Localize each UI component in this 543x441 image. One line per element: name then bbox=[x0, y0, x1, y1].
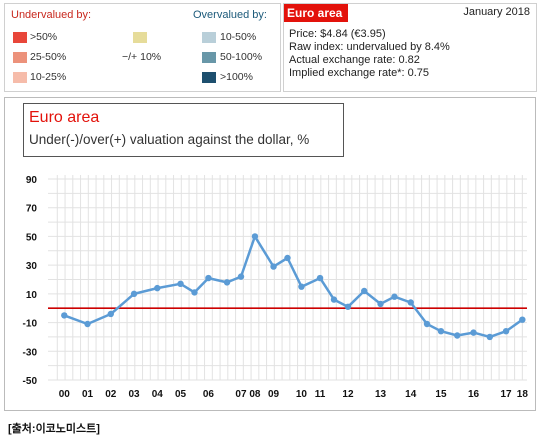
under-swatch-1 bbox=[13, 32, 27, 43]
chart-axes: -50 -30 -10 10 30 50 70 90 00 01 02 03 04 05 06 07 08 09 1… bbox=[23, 175, 529, 400]
data-point bbox=[423, 320, 431, 328]
data-point bbox=[316, 274, 324, 282]
x-tick-label: 16 bbox=[468, 389, 480, 400]
data-point bbox=[470, 329, 477, 336]
x-tick-label: 07 bbox=[235, 389, 247, 400]
under-swatch-3 bbox=[13, 72, 27, 83]
x-tick-label: 09 bbox=[268, 389, 280, 400]
data-point bbox=[407, 299, 414, 306]
data-point bbox=[361, 287, 368, 295]
over-label-3: >100% bbox=[220, 71, 253, 83]
over-swatch-3 bbox=[202, 72, 216, 83]
info-panel: Euro area January 2018 Price: $4.84 (€3.… bbox=[283, 3, 537, 92]
chart-title-box: Euro area Under(-)/over(+) valuation aga… bbox=[23, 103, 344, 157]
info-price: Price: $4.84 (€3.95) bbox=[289, 28, 386, 40]
data-point bbox=[191, 289, 198, 296]
x-tick-label: 04 bbox=[152, 389, 164, 400]
data-point bbox=[130, 290, 138, 298]
x-tick-label: 12 bbox=[342, 389, 354, 400]
data-point bbox=[377, 300, 384, 308]
y-tick-label: 30 bbox=[26, 261, 38, 272]
data-point bbox=[344, 303, 352, 310]
data-point bbox=[61, 312, 68, 319]
data-point bbox=[330, 296, 338, 303]
under-label-3: 10-25% bbox=[30, 71, 67, 83]
data-point bbox=[391, 293, 398, 300]
y-tick-label: -30 bbox=[23, 347, 38, 358]
over-label-2: 50-100% bbox=[220, 51, 263, 63]
x-tick-label: 05 bbox=[175, 389, 187, 400]
undervalued-heading: Undervalued by: bbox=[11, 9, 92, 21]
data-point bbox=[223, 279, 231, 286]
x-tick-label: 03 bbox=[128, 389, 140, 400]
chart-title: Euro area bbox=[29, 109, 100, 126]
data-point bbox=[205, 274, 212, 282]
data-point bbox=[502, 327, 510, 335]
over-swatch-1 bbox=[202, 32, 216, 43]
data-point bbox=[84, 320, 91, 328]
x-tick-label: 01 bbox=[82, 389, 94, 400]
chart-frame bbox=[4, 97, 536, 411]
data-point bbox=[251, 233, 259, 240]
info-raw-index: Raw index: undervalued by 8.4% bbox=[289, 41, 450, 53]
info-implied-rate: Implied exchange rate*: 0.75 bbox=[289, 67, 430, 79]
x-tick-label: 11 bbox=[315, 389, 326, 400]
data-point bbox=[107, 310, 114, 318]
under-swatch-2 bbox=[13, 52, 27, 63]
y-tick-label: 50 bbox=[26, 232, 38, 243]
chart-grid bbox=[48, 175, 527, 381]
y-tick-label: 10 bbox=[26, 290, 38, 301]
data-point bbox=[270, 263, 277, 270]
under-label-2: 25-50% bbox=[30, 51, 67, 63]
chart-series bbox=[61, 233, 526, 341]
source-note: [출처:이코노미스트] bbox=[8, 423, 100, 435]
data-point bbox=[177, 280, 184, 288]
x-tick-label: 13 bbox=[375, 389, 387, 400]
info-title: Euro area bbox=[284, 4, 348, 22]
overvalued-heading: Overvalued by: bbox=[193, 9, 267, 21]
y-tick-label: -10 bbox=[23, 319, 38, 330]
x-tick-label: 14 bbox=[405, 389, 417, 400]
data-point bbox=[437, 327, 445, 335]
x-tick-label: 17 bbox=[501, 389, 513, 400]
data-point bbox=[237, 273, 245, 280]
valuation-legend: Undervalued by: Overvalued by: >50% 25-5… bbox=[4, 3, 281, 92]
over-swatch-2 bbox=[202, 52, 216, 63]
x-tick-label: 08 bbox=[249, 389, 261, 400]
data-point bbox=[486, 333, 493, 341]
under-label-1: >50% bbox=[30, 31, 58, 43]
data-point bbox=[154, 284, 161, 292]
x-tick-label: 02 bbox=[105, 389, 117, 400]
data-point bbox=[454, 332, 461, 339]
data-point bbox=[519, 316, 526, 323]
data-point bbox=[284, 254, 291, 262]
x-tick-label: 06 bbox=[203, 389, 215, 400]
neutral-swatch bbox=[133, 32, 147, 43]
chart-subtitle: Under(-)/over(+) valuation against the d… bbox=[29, 132, 310, 147]
info-date: January 2018 bbox=[463, 6, 530, 18]
data-point bbox=[298, 283, 305, 290]
series-line bbox=[63, 235, 524, 339]
over-label-1: 10-50% bbox=[220, 31, 257, 43]
y-tick-label: 70 bbox=[26, 204, 38, 215]
info-actual-rate: Actual exchange rate: 0.82 bbox=[289, 54, 420, 66]
y-tick-label: -50 bbox=[23, 376, 38, 387]
info-header: Euro area January 2018 bbox=[284, 4, 536, 22]
x-tick-label: 10 bbox=[296, 389, 308, 400]
y-tick-label: 90 bbox=[26, 175, 38, 186]
x-tick-label: 15 bbox=[435, 389, 447, 400]
neutral-label: −/+ 10% bbox=[122, 51, 162, 63]
x-tick-label: 18 bbox=[517, 389, 529, 400]
x-tick-label: 00 bbox=[59, 389, 71, 400]
